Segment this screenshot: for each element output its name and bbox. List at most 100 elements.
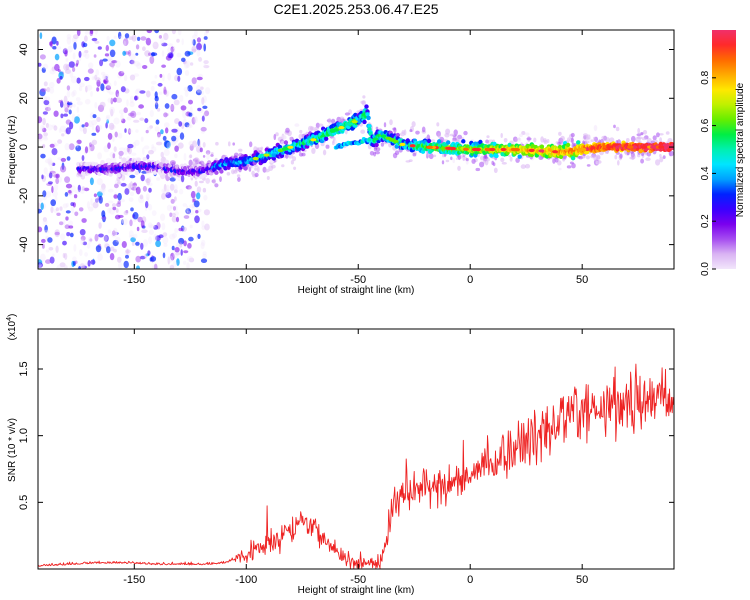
- spectrogram-cell: [226, 172, 231, 176]
- spectrogram-cell: [137, 216, 143, 223]
- spectrogram-cell: [542, 138, 547, 143]
- spectrogram-peak-cell: [346, 122, 353, 126]
- spectrogram-cell: [84, 252, 88, 257]
- spectrogram-cell: [43, 167, 48, 175]
- spectrogram-ridge-cell: [395, 132, 400, 138]
- spectrogram-cell: [72, 256, 77, 262]
- spectrogram-cell: [81, 265, 87, 269]
- spectrogram-cell: [188, 186, 193, 191]
- spectrogram-cell: [198, 139, 201, 147]
- spectrogram-cell: [590, 139, 595, 142]
- spectrogram-cell: [131, 186, 138, 191]
- spectrogram-cell: [339, 118, 343, 122]
- spectrogram-cell: [177, 142, 184, 149]
- spectrogram-cell: [205, 30, 209, 34]
- spectrogram-cell: [94, 30, 98, 35]
- spectrogram-cell: [128, 128, 131, 135]
- spectrogram-cell: [201, 225, 206, 231]
- spectrogram-marks: [38, 30, 674, 269]
- spectrogram-cell: [89, 142, 92, 147]
- spectrogram-cell: [409, 129, 413, 133]
- spectrogram-cell: [369, 151, 375, 156]
- spectrogram-cell: [415, 130, 420, 135]
- spectrogram-cell: [203, 112, 207, 117]
- spectrogram-cell: [203, 194, 208, 201]
- spectrogram-cell: [76, 139, 82, 145]
- spectrogram-cell: [515, 137, 518, 143]
- spectrogram-cell: [515, 157, 520, 163]
- spectrogram-cell: [449, 133, 455, 137]
- spectrogram-cell: [90, 91, 93, 97]
- spectrogram-ridge-cell: [558, 154, 564, 159]
- spectrogram-cell: [586, 164, 591, 167]
- spectrogram-cell: [97, 253, 103, 261]
- spectrogram-peak-cell: [631, 145, 638, 149]
- spectrogram-cell: [92, 75, 99, 80]
- spectrogram-cell: [97, 46, 102, 50]
- spectrogram-cell: [281, 164, 285, 168]
- spectrogram-cell: [79, 82, 85, 88]
- spectrogram-cell: [52, 46, 57, 50]
- colorbar-label: Normalized spectral amplitude: [735, 82, 746, 217]
- spectrogram-cell: [163, 89, 168, 95]
- spectrogram-cell: [179, 94, 184, 102]
- spectrogram-cell: [179, 242, 183, 248]
- spectrogram-cell: [655, 159, 661, 166]
- spectrogram-cell: [479, 161, 485, 168]
- spectrogram-cell: [78, 207, 84, 212]
- spectrogram-cell: [117, 93, 120, 98]
- spectrogram-cell: [166, 35, 169, 40]
- spectrogram-cell: [112, 206, 117, 211]
- spectrogram-cell: [585, 140, 590, 144]
- spectrogram-cell: [508, 154, 511, 158]
- spectrogram-cell: [183, 250, 189, 254]
- spectrogram-cell: [132, 233, 138, 239]
- spectrogram-cell: [90, 198, 93, 206]
- spectrogram-cell: [65, 127, 71, 135]
- x-tick-label: 0: [467, 574, 473, 586]
- spectrogram-cell: [149, 182, 153, 186]
- spectrogram-cell: [154, 126, 160, 132]
- spectrogram-cell: [383, 122, 387, 128]
- spectrogram-cell: [593, 136, 596, 141]
- spectrogram-cell: [148, 236, 153, 245]
- spectrogram-cell: [330, 118, 336, 124]
- spectrogram-cell: [41, 238, 46, 243]
- snr-y-ticks: 0.5 1.0 1.5: [18, 361, 674, 510]
- spectrogram-cell: [169, 264, 175, 269]
- spectrogram-cell: [127, 147, 132, 155]
- spectrogram-cell: [132, 142, 137, 149]
- spectrogram-cell: [51, 148, 58, 156]
- spectrogram-cell: [107, 188, 114, 193]
- spectrogram-ridge-cell: [136, 157, 141, 162]
- spectrogram-cell: [129, 95, 134, 104]
- spectrogram-cell: [100, 83, 105, 91]
- spectrogram-cell: [102, 58, 108, 62]
- spectrogram-cell: [158, 35, 162, 39]
- spectrogram-cell: [150, 85, 155, 92]
- spectrogram-cell: [183, 240, 187, 247]
- spectrogram-ridge-cell: [365, 112, 370, 117]
- spectrogram-cell: [172, 250, 178, 258]
- spectrogram-cell: [436, 122, 440, 127]
- spectrogram-cell: [55, 207, 60, 212]
- spectrogram-cell: [120, 198, 125, 203]
- spectrogram-cell: [327, 117, 332, 124]
- spectrogram-cell: [114, 131, 118, 138]
- spectrogram-ridge-cell: [517, 154, 522, 159]
- spectrogram-cell: [50, 199, 56, 207]
- spectrogram-cell: [186, 124, 193, 129]
- spectrogram-cell: [183, 215, 190, 219]
- spectrogram-cell: [134, 89, 140, 95]
- spectrogram-cell: [129, 191, 135, 197]
- spectrogram-cell: [68, 109, 72, 115]
- spectrogram-cell: [196, 186, 202, 193]
- spectrogram-cell: [190, 190, 196, 199]
- spectrogram-cell: [71, 91, 75, 98]
- spectrogram-cell: [170, 198, 175, 204]
- spectrogram-cell: [38, 62, 42, 67]
- spectrogram-ridge-cell: [283, 140, 289, 145]
- spectrogram-cell: [96, 124, 103, 131]
- spectrogram-cell: [104, 202, 110, 207]
- spectrogram-cell: [105, 122, 108, 129]
